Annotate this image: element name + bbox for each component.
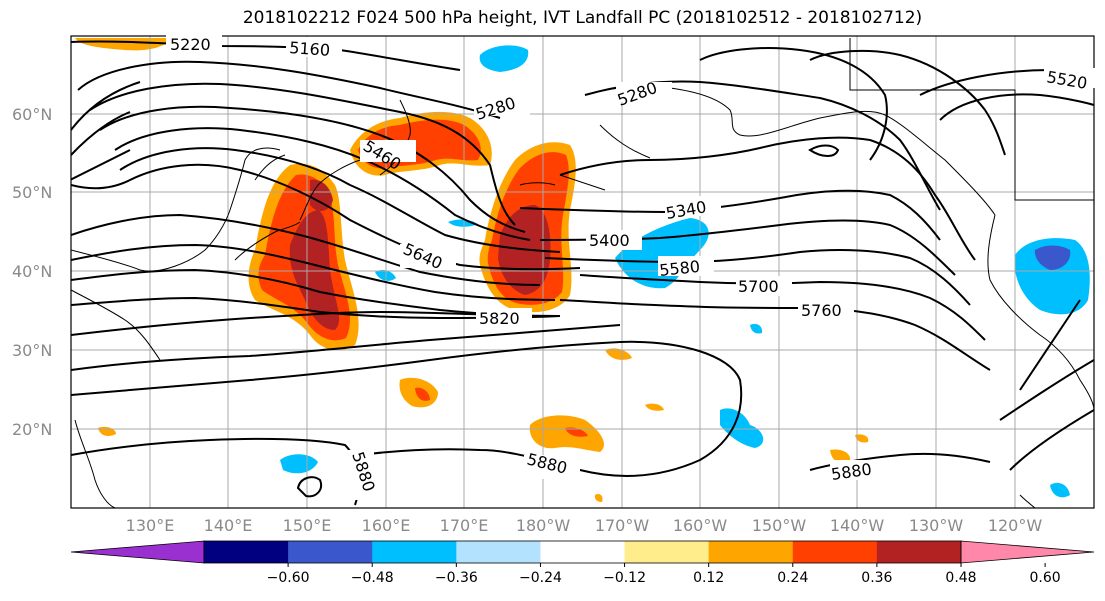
colorbar-tick-label: 0.60 xyxy=(1030,570,1061,586)
colorbar-segment xyxy=(288,541,373,563)
lat-label: 50°N xyxy=(12,183,52,202)
lon-label: 160°E xyxy=(362,516,411,535)
colorbar-tick-label: 0.24 xyxy=(777,570,808,586)
lon-label: 170°E xyxy=(440,516,489,535)
lon-label: 130°W xyxy=(909,516,964,535)
colorbar-outline xyxy=(203,540,962,564)
colorbar-extend-high xyxy=(960,540,1095,564)
contour-label: 5760 xyxy=(801,301,842,320)
colorbar-extend-low xyxy=(70,540,205,564)
colorbar-tick-label: −0.36 xyxy=(435,570,478,586)
lon-label: 150°E xyxy=(283,516,332,535)
lon-label: 170°W xyxy=(595,516,650,535)
contour-label: 5580 xyxy=(658,257,700,280)
contour-label: 5400 xyxy=(589,231,630,250)
map-plot-area xyxy=(71,36,1094,508)
contour-label: 5700 xyxy=(738,277,779,296)
colorbar-segment xyxy=(456,541,541,563)
colorbar-tick-label: −0.12 xyxy=(603,570,646,586)
colorbar-tick-label: −0.24 xyxy=(519,570,562,586)
colorbar-segment xyxy=(708,541,794,563)
colorbar-segment xyxy=(540,541,626,563)
colorbar: −0.60 −0.48 −0.36 −0.24 −0.12 0.12 0.24 0.36 0.4… xyxy=(70,540,1095,586)
lon-label: 120°W xyxy=(988,516,1043,535)
longitude-labels: 130°E 140°E 150°E 160°E 170°E 180°W 170°… xyxy=(126,516,1043,535)
lon-label: 180°W xyxy=(516,516,571,535)
colorbar-segment xyxy=(204,541,289,563)
lon-label: 160°W xyxy=(673,516,728,535)
map-title: 2018102212 F024 500 hPa height, IVT Land… xyxy=(242,8,923,28)
lat-label: 20°N xyxy=(12,420,52,439)
contour-label: 5160 xyxy=(289,38,331,60)
lon-label: 140°W xyxy=(830,516,885,535)
lat-label: 40°N xyxy=(12,262,52,281)
lat-label: 60°N xyxy=(12,105,52,124)
colorbar-tick-label: 0.36 xyxy=(861,570,892,586)
colorbar-tick-label: −0.60 xyxy=(267,570,310,586)
lon-label: 150°W xyxy=(752,516,807,535)
colorbar-segment xyxy=(624,541,710,563)
colorbar-segment xyxy=(876,541,962,563)
colorbar-tick-label: 0.12 xyxy=(693,570,724,586)
colorbar-segment xyxy=(372,541,457,563)
height-contours xyxy=(71,40,1094,506)
lon-label: 140°E xyxy=(204,516,253,535)
lat-label: 30°N xyxy=(12,341,52,360)
colorbar-segment xyxy=(792,541,878,563)
map-frame xyxy=(70,35,1095,509)
colorbar-tick-label: 0.48 xyxy=(945,570,976,586)
latitude-labels: 60°N 50°N 40°N 30°N 20°N xyxy=(12,105,52,439)
contour-label: 5820 xyxy=(479,309,520,328)
contour-label: 5220 xyxy=(170,35,211,54)
colorbar-tick-label: −0.48 xyxy=(351,570,394,586)
lon-label: 130°E xyxy=(126,516,175,535)
